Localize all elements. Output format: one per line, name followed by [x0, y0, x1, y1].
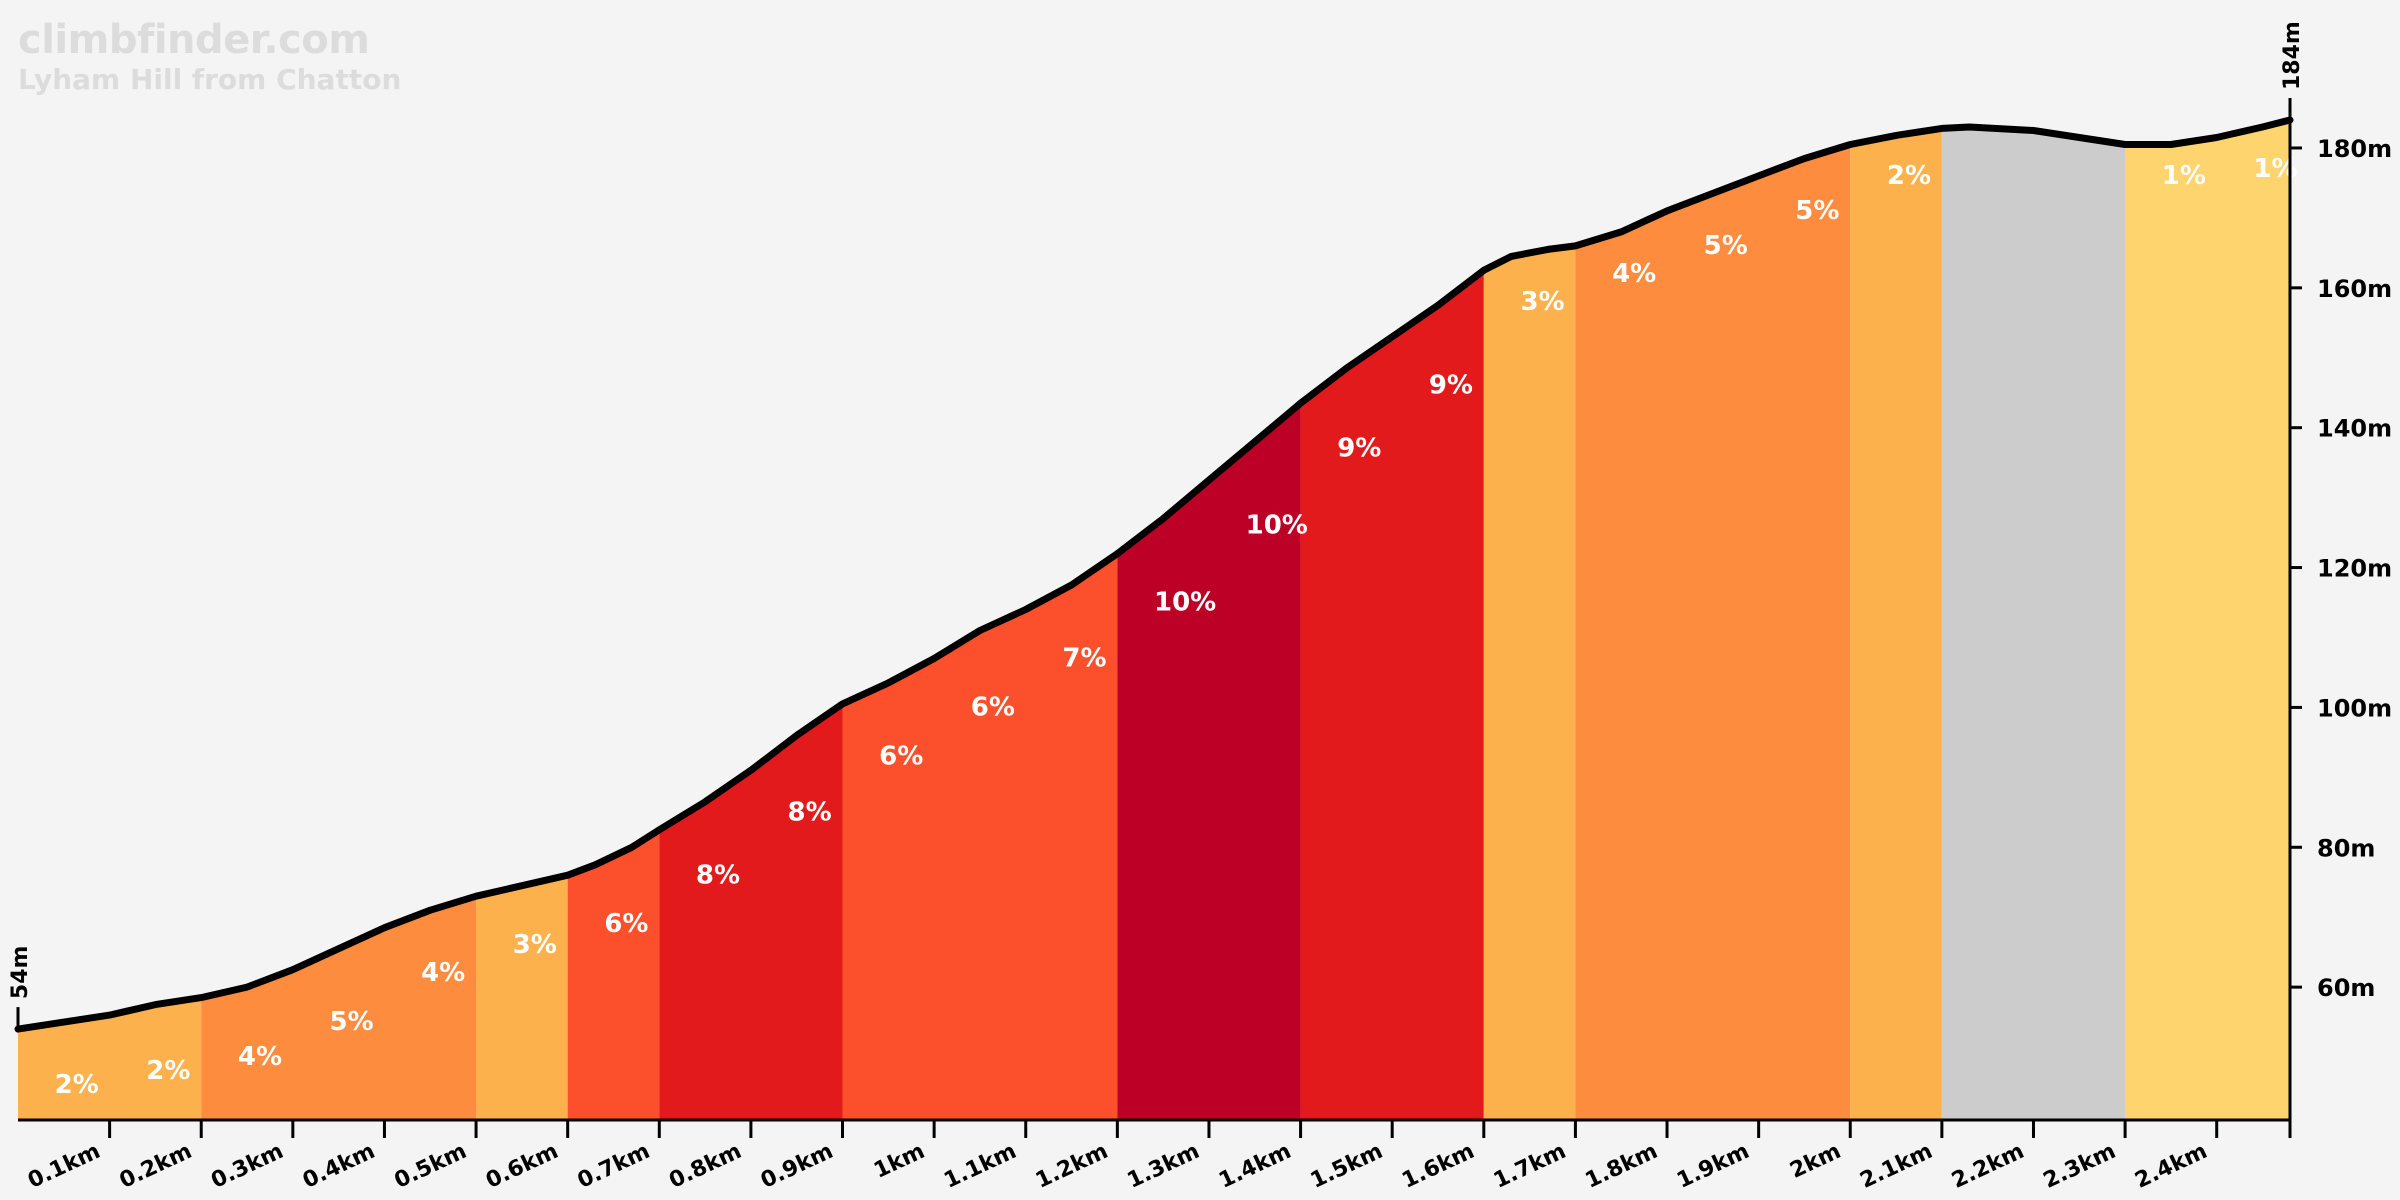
- gradient-segment-1: [18, 997, 202, 1120]
- gradient-segment-4: [567, 829, 660, 1120]
- gradient-segment-10: [1575, 144, 1851, 1120]
- y-tick-label: 140m: [2317, 415, 2392, 443]
- y-tick-label: 100m: [2317, 694, 2392, 722]
- x-tick-label: 2.1km: [1856, 1139, 1936, 1194]
- x-tick-label: 0.2km: [116, 1139, 196, 1194]
- grade-label: 6%: [879, 741, 923, 771]
- end-elevation-label: 184m: [2280, 21, 2305, 90]
- y-tick-label: 160m: [2317, 275, 2392, 303]
- x-tick-label: 1.3km: [1124, 1139, 1204, 1194]
- x-tick-label: 0.9km: [757, 1139, 837, 1194]
- grade-label: 4%: [238, 1042, 282, 1072]
- x-tick-label: 1.7km: [1490, 1139, 1570, 1194]
- x-tick-label: 2.3km: [2040, 1139, 2120, 1194]
- grade-label: 2%: [146, 1056, 190, 1086]
- gradient-segment-11: [1850, 128, 1942, 1120]
- gradient-segment-2: [201, 896, 477, 1120]
- grade-label: 4%: [1612, 259, 1656, 289]
- x-tick-label: 2km: [1786, 1139, 1844, 1184]
- x-tick-label: 1.6km: [1398, 1139, 1478, 1194]
- site-name: climbfinder.com: [18, 17, 370, 63]
- x-tick-label: 1.5km: [1307, 1139, 1387, 1194]
- gradient-segment-7: [1117, 403, 1301, 1120]
- grade-label: 9%: [1429, 371, 1473, 401]
- elevation-profile-line: [14, 116, 2294, 1033]
- grade-label: 3%: [513, 930, 557, 960]
- y-axis: 60m 80m 100m 120m 140m 160m 180m: [2288, 120, 2392, 1120]
- x-tick-label: 1.9km: [1673, 1139, 1753, 1194]
- grade-label: 5%: [329, 1007, 373, 1037]
- y-tick-label: 180m: [2317, 135, 2392, 163]
- chart-title: Lyham Hill from Chatton: [18, 63, 402, 96]
- end-markers: 54m 184m: [8, 21, 2305, 1030]
- x-tick-label: 1.4km: [1215, 1139, 1295, 1194]
- grade-label: 2%: [1887, 161, 1931, 191]
- y-tick-label: 120m: [2317, 555, 2392, 583]
- grade-label: 8%: [788, 797, 832, 827]
- grade-label: 8%: [696, 860, 740, 890]
- gradient-segment-9: [1483, 245, 1576, 1120]
- grade-label: 9%: [1337, 434, 1381, 464]
- gradient-segment-5: [659, 703, 843, 1120]
- y-tick-label: 80m: [2317, 834, 2375, 862]
- x-tick-label: 2.4km: [2131, 1139, 2211, 1194]
- grade-label: 3%: [1520, 287, 1564, 317]
- x-tick-label: 0.7km: [574, 1139, 654, 1194]
- grade-label: 5%: [1795, 196, 1839, 226]
- start-elevation-label: 54m: [8, 946, 33, 1000]
- grade-label: 4%: [421, 958, 465, 988]
- x-tick-label: 1km: [870, 1139, 928, 1184]
- x-tick-label: 0.6km: [482, 1139, 562, 1194]
- gradient-segment-6: [842, 553, 1118, 1120]
- x-tick-label: 0.3km: [207, 1139, 287, 1194]
- x-tick-label: 1.2km: [1032, 1139, 1112, 1194]
- grade-label: 10%: [1154, 588, 1216, 618]
- grade-label: 10%: [1246, 511, 1308, 541]
- gradient-segments: [18, 120, 2290, 1121]
- x-tick-label: 0.5km: [391, 1139, 471, 1194]
- x-tick-label: 0.1km: [24, 1139, 104, 1194]
- grade-label: 6%: [971, 692, 1015, 722]
- x-tick-label: 0.4km: [299, 1139, 379, 1194]
- x-tick-label: 1.1km: [940, 1139, 1020, 1194]
- gradient-segment-12: [1941, 126, 2126, 1121]
- grade-label: 2%: [55, 1070, 99, 1100]
- x-tick-label: 0.8km: [666, 1139, 746, 1194]
- gradient-segment-13: [2125, 120, 2290, 1120]
- x-tick-label: 2.2km: [1948, 1139, 2028, 1194]
- brand-watermark: climbfinder.com Lyham Hill from Chatton: [18, 18, 401, 98]
- grade-label: 6%: [604, 909, 648, 939]
- y-tick-label: 60m: [2317, 974, 2375, 1002]
- grade-labels: 2% 2% 4% 5% 4% 3% 6% 8% 8% 6% 6% 7% 10% 10% 9% 9% 3% 4% 5%…: [55, 154, 2298, 1100]
- gradient-segment-8: [1300, 270, 1484, 1121]
- gradient-segment-3: [476, 875, 568, 1120]
- grade-label: 1%: [2162, 161, 2206, 191]
- grade-label: 7%: [1062, 643, 1106, 673]
- x-axis: 0.1km 0.2km 0.3km 0.4km 0.5km 0.6km 0.7km 0.8km…: [18, 1118, 2292, 1194]
- grade-label: 5%: [1704, 231, 1748, 261]
- x-tick-label: 1.8km: [1582, 1139, 1662, 1194]
